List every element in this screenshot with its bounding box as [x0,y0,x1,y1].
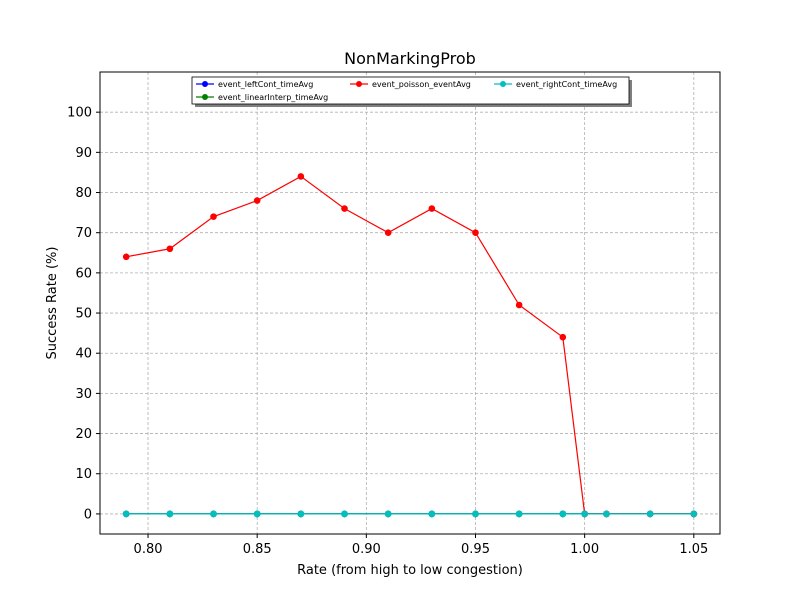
series-event_rightCont_timeAvg [122,510,698,518]
plot-frame [99,71,721,535]
legend-marker [202,81,208,87]
legend-item: event_poisson_eventAvg [350,80,471,89]
legend: event_leftCont_timeAvg event_linearInterp… [191,76,632,107]
data-point [253,197,261,204]
y-tick-label: 70 [75,226,92,241]
data-point [515,301,523,309]
y-tick-label: 30 [75,387,92,402]
data-point [428,205,436,212]
y-tick-label: 60 [75,266,92,281]
legend-item: event_linearInterp_timeAvg [196,93,328,102]
data-point [122,253,130,261]
data-point [559,333,567,341]
data-point [384,510,392,518]
x-tick-label: 0.90 [352,542,381,557]
legend-marker [500,81,506,87]
x-axis-label: Rate (from high to low congestion) [297,563,523,578]
y-tick-label: 100 [67,106,92,121]
legend-box [191,76,630,105]
data-point [646,510,654,518]
data-point [690,510,698,518]
data-point [253,510,261,518]
legend-marker [356,81,362,87]
data-point [210,510,217,518]
data-point [428,510,436,518]
data-point [166,245,174,253]
data-point [472,510,479,518]
x-tick-label: 0.80 [134,542,163,557]
data-point [384,229,392,236]
data-point [603,510,610,518]
y-tick-label: 0 [84,507,92,522]
y-tick-label: 20 [75,427,92,442]
y-tick-label: 40 [75,347,92,362]
legend-marker [202,94,208,100]
data-point [166,510,174,518]
data-point [122,510,130,518]
data-point [581,510,588,518]
legend-label: event_leftCont_timeAvg [218,80,313,89]
y-axis-label: Success Rate (%) [45,247,60,360]
data-point [341,510,348,518]
x-tick-label: 0.85 [243,542,272,557]
data-point [297,173,305,180]
data-point [472,229,479,236]
plot-series [122,173,698,518]
x-tick-label: 1.00 [570,542,599,557]
data-point [559,510,567,518]
legend-label: event_rightCont_timeAvg [516,80,617,89]
data-point [341,205,348,212]
legend-label: event_poisson_eventAvg [372,80,471,89]
legend-label: event_linearInterp_timeAvg [218,93,328,102]
data-point [297,510,305,518]
legend-item: event_leftCont_timeAvg [196,80,313,89]
y-tick-label: 90 [75,146,92,161]
grid [100,72,720,534]
x-tick-label: 0.95 [461,542,490,557]
chart-title: NonMarkingProb [344,49,476,68]
y-tick-label: 50 [75,307,92,322]
x-tick-label: 1.05 [679,542,708,557]
legend-item: event_rightCont_timeAvg [494,80,617,89]
y-tick-label: 10 [75,467,92,482]
y-tick-label: 80 [75,186,92,201]
data-point [515,510,523,518]
data-point [210,213,217,220]
axis-ticks: 0.80 0.85 0.90 0.95 1.00 1.05 0 10 20 30 40 50 60 70 8… [67,106,708,557]
